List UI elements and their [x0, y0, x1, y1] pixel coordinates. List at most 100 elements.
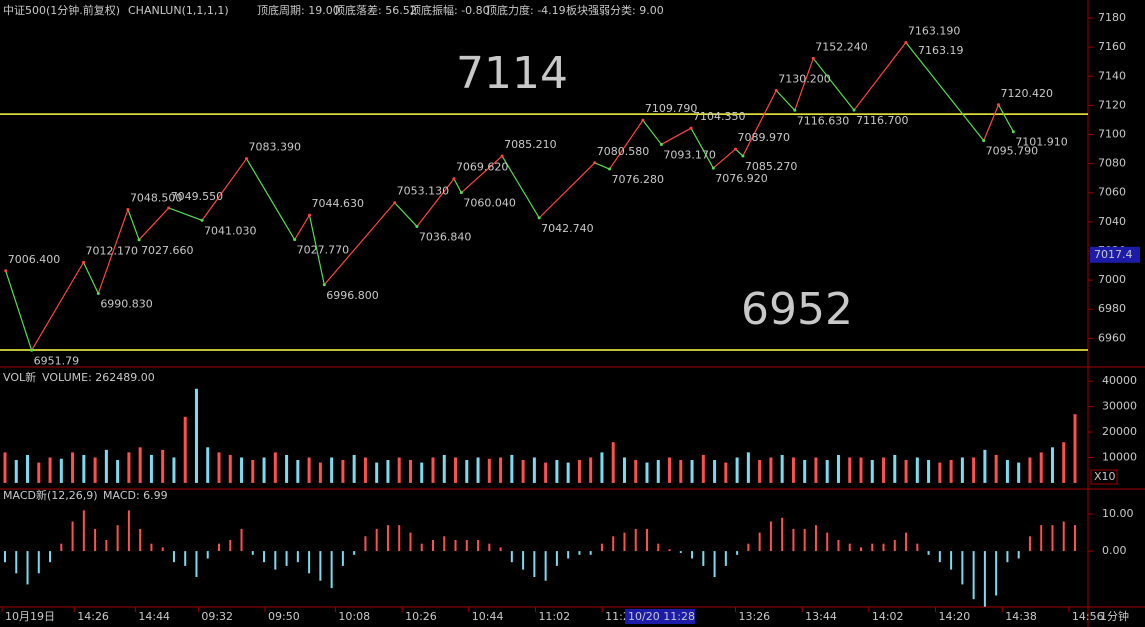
annotation: 7163.19 [918, 44, 964, 57]
zigzag-segment [735, 148, 744, 157]
zigzag-segment [853, 42, 907, 111]
x-tick-label: 14:44 [138, 610, 170, 623]
pivot-label: 7093.170 [663, 148, 716, 161]
volume-bar [194, 388, 198, 483]
volume-bar [555, 460, 559, 483]
y-tick-label: 20000 [1102, 425, 1137, 438]
zigzag-segment [775, 90, 796, 111]
volume-bar [341, 460, 345, 483]
zigzag-segment [661, 127, 692, 145]
volume-bar [1005, 460, 1009, 483]
volume-bar [701, 454, 705, 483]
pivot-point [659, 142, 663, 146]
x-tick-label: 09:50 [268, 610, 300, 623]
volume-bar [510, 454, 514, 483]
pivot-label: 6996.800 [326, 289, 379, 302]
volume-bar [791, 457, 795, 483]
x-tick-label: 10:26 [405, 610, 437, 623]
volume-bar [814, 457, 818, 483]
zigzag-segment [31, 262, 85, 351]
pivot-label: 7130.200 [778, 73, 831, 86]
volume-bar [972, 457, 976, 483]
volume-bar [769, 457, 773, 483]
x-tick-label: 10:44 [472, 610, 504, 623]
volume-bar [442, 454, 446, 483]
y-tick-label: 6980 [1098, 302, 1126, 315]
x-tick-label: 14:38 [1005, 610, 1037, 623]
volume-bar [228, 454, 232, 483]
pivot-point [459, 191, 463, 195]
pivot-label: 7095.790 [986, 145, 1039, 158]
volume-bar [487, 458, 491, 483]
zigzag-segment [460, 155, 503, 194]
last-price-box [1090, 246, 1140, 263]
pivot-label: 7163.190 [908, 24, 961, 37]
y-tick-label: 7140 [1098, 69, 1126, 82]
panel-value: VOLUME: 262489.00 [42, 371, 155, 384]
scale-box [1090, 469, 1118, 485]
zigzag-segment [127, 209, 140, 241]
pivot-point [741, 154, 745, 158]
volume-bar [172, 457, 176, 483]
y-tick-label: 7180 [1098, 11, 1126, 24]
volume-bar [803, 460, 807, 483]
volume-bar [589, 457, 593, 483]
pivot-label: 7101.910 [1015, 136, 1068, 149]
pivot-point [126, 207, 130, 211]
pivot-label: 7053.130 [397, 185, 450, 198]
pivot-label: 6951.79 [34, 354, 80, 367]
volume-bar [330, 457, 334, 483]
volume-bar [285, 454, 289, 483]
x-tick-label: 14:20 [939, 610, 971, 623]
volume-bar [318, 462, 322, 483]
zigzag-segment [742, 90, 777, 157]
volume-bar [600, 452, 604, 483]
pivot-label: 7076.920 [715, 172, 768, 185]
indicator-value: 顶底周期: 19.00 [257, 3, 340, 17]
y-tick-label: 10.00 [1102, 507, 1134, 520]
volume-bar [375, 462, 379, 483]
volume-bar [93, 457, 97, 483]
zigzag-segment [453, 178, 462, 193]
pivot-point [200, 218, 204, 222]
volume-bar [161, 449, 165, 483]
pivot-label: 7027.770 [297, 244, 350, 257]
panel-value: MACD: 6.99 [103, 489, 168, 502]
volume-bar [870, 460, 874, 483]
pivot-point [811, 56, 815, 60]
volume-bar [149, 454, 153, 483]
volume-bar [262, 457, 266, 483]
x-tick-label: 14:26 [77, 610, 109, 623]
y-tick-label: 10000 [1102, 450, 1137, 463]
pivot-point [393, 201, 397, 205]
volume-bar [420, 462, 424, 483]
volume-bar [927, 460, 931, 483]
indicator-value: 顶底落差: 56.52 [334, 3, 417, 17]
volume-bar [544, 462, 548, 483]
zigzag-segment [138, 207, 170, 241]
zigzag-segment [394, 202, 418, 227]
pivot-point [415, 224, 419, 228]
x-tick-label: 10:08 [338, 610, 370, 623]
last-price-label: 7017.4 [1094, 248, 1133, 261]
pivot-point [852, 108, 856, 112]
volume-bar [1050, 447, 1054, 483]
x-tick-label: 14:56 [1072, 610, 1104, 623]
pivot-point [244, 157, 248, 161]
volume-bar [566, 462, 570, 483]
volume-bar [397, 457, 401, 483]
indicator-value: 板块强弱分类: 9.00 [566, 3, 664, 17]
y-tick-label: 7120 [1098, 98, 1126, 111]
volume-bar [656, 460, 660, 483]
pivot-point [96, 291, 100, 295]
panel-title: MACD新(12,26,9) [3, 488, 98, 502]
pivot-point [711, 166, 715, 170]
pivot-point [774, 89, 778, 93]
volume-bar [14, 460, 18, 483]
zigzag-segment [609, 119, 644, 170]
chart-title: 中证500(1分钟.前复权) [3, 3, 120, 17]
zigzag-segment [712, 148, 736, 169]
volume-bar [82, 454, 86, 483]
